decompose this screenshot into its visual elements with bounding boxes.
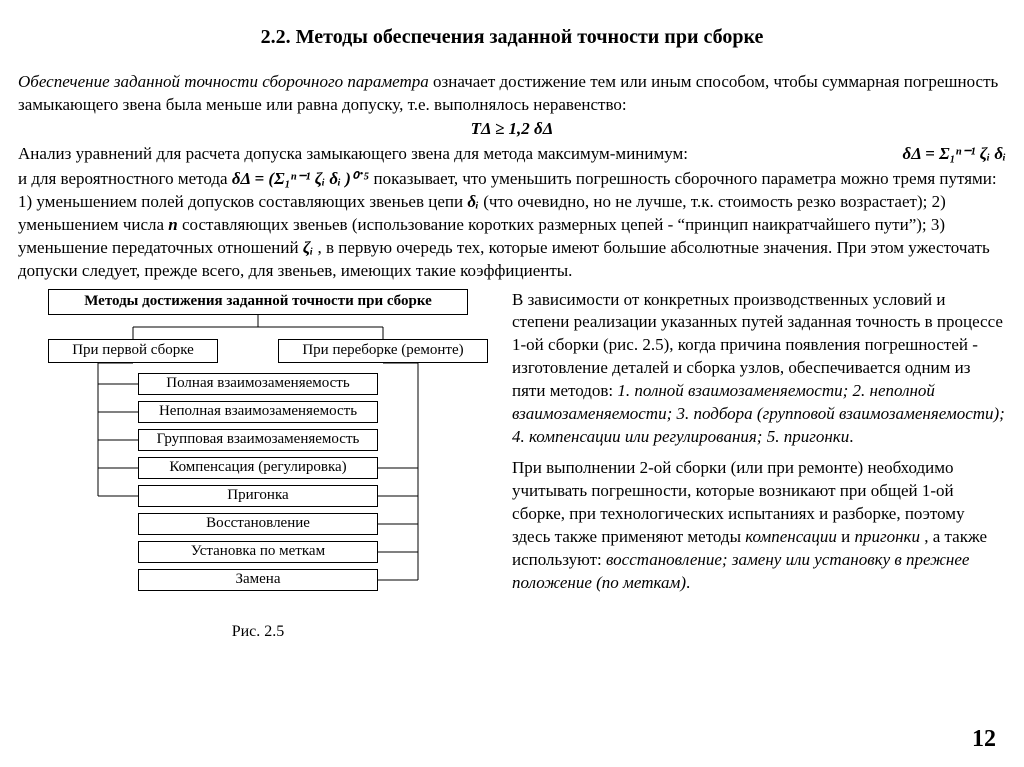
delta-i: δᵢ — [467, 192, 479, 211]
right-paragraph-2: При выполнении 2-ой сборки (или при ремо… — [512, 457, 1006, 595]
n-sym: n — [168, 215, 177, 234]
prob-formula: δΔ = (Σ₁ⁿ⁻¹ ζᵢ δᵢ )⁰˙⁵ — [232, 169, 369, 188]
diagram: Методы достижения заданной точности при … — [18, 289, 498, 619]
figure-caption: Рис. 2.5 — [18, 623, 498, 641]
branch-repair-box: При переборке (ремонте) — [278, 339, 488, 363]
left-column: Методы достижения заданной точности при … — [18, 289, 498, 641]
method-8-box: Замена — [138, 569, 378, 591]
intro-paragraph: Обеспечение заданной точности сборочного… — [18, 71, 1006, 117]
center-formula: TΔ ≥ 1,2 δΔ — [18, 119, 1006, 139]
formula-right: δΔ = Σ₁ⁿ⁻¹ ζᵢ δᵢ — [902, 143, 1006, 166]
method-7-box: Установка по меткам — [138, 541, 378, 563]
method-4-box: Компенсация (регулировка) — [138, 457, 378, 479]
method-3-box: Групповая взаимозаменяемость — [138, 429, 378, 451]
rp1c: . — [849, 427, 853, 446]
intro-emphasis: Обеспечение заданной точности сборочного… — [18, 72, 429, 91]
rp2c: и — [837, 527, 855, 546]
analysis-lead: Анализ уравнений для расчета допуска зам… — [18, 144, 688, 163]
right-column: В зависимости от конкретных производстве… — [512, 289, 1006, 641]
method-2-box: Неполная взаимозаменяемость — [138, 401, 378, 423]
main-paragraph: и для вероятностного метода δΔ = (Σ₁ⁿ⁻¹ … — [18, 168, 1006, 283]
section-title: 2.2. Методы обеспечения заданной точност… — [18, 26, 1006, 49]
right-paragraph-1: В зависимости от конкретных производстве… — [512, 289, 1006, 450]
method-5-box: Пригонка — [138, 485, 378, 507]
analysis-line: Анализ уравнений для расчета допуска зам… — [18, 143, 1006, 166]
two-columns: Методы достижения заданной точности при … — [18, 289, 1006, 641]
prob-a: и для вероятностного метода — [18, 169, 232, 188]
rp2g: . — [686, 573, 690, 592]
method-6-box: Восстановление — [138, 513, 378, 535]
rp2b: компенсации — [745, 527, 837, 546]
method-1-box: Полная взаимозаменяемость — [138, 373, 378, 395]
rp2d: пригонки — [854, 527, 920, 546]
diagram-header-box: Методы достижения заданной точности при … — [48, 289, 468, 315]
zeta-i: ζᵢ — [303, 238, 313, 257]
page-number: 12 — [972, 726, 996, 753]
branch-first-box: При первой сборке — [48, 339, 218, 363]
